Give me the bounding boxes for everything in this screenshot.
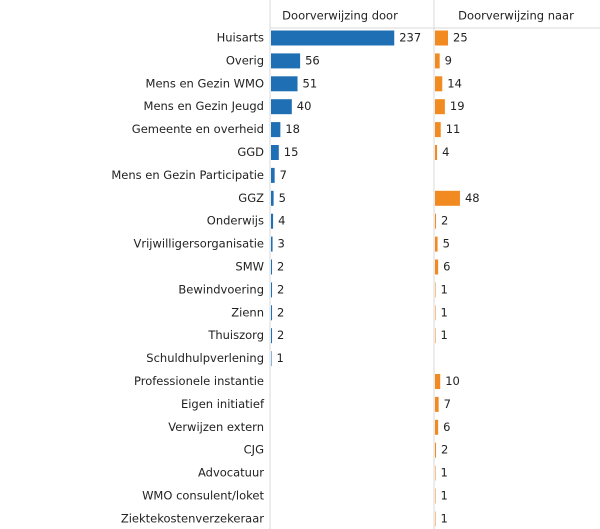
value-label: 237 [399, 31, 421, 45]
value-label: 1 [277, 351, 284, 365]
bar [271, 213, 274, 229]
bar [435, 511, 436, 527]
value-label: 7 [280, 168, 287, 182]
bar [271, 190, 274, 206]
value-label: 40 [297, 99, 312, 113]
category-label: Huisarts [217, 31, 264, 45]
category-label: Mens en Gezin Jeugd [144, 99, 264, 113]
bar [435, 259, 439, 275]
bar [435, 30, 448, 46]
bar [435, 328, 436, 344]
value-label: 6 [443, 260, 450, 274]
value-label: 19 [450, 99, 465, 113]
category-label: Onderwijs [207, 214, 264, 228]
value-label: 15 [284, 145, 299, 159]
value-label: 2 [277, 282, 284, 296]
category-label: WMO consulent/loket [142, 489, 264, 503]
bar [271, 305, 273, 321]
bar [271, 259, 273, 275]
bar [435, 145, 438, 160]
value-label: 6 [443, 420, 450, 434]
category-label: Overig [226, 53, 264, 67]
bar [435, 419, 439, 435]
bar [271, 328, 273, 344]
value-label: 18 [285, 122, 300, 136]
value-label: 25 [453, 31, 468, 45]
bar [435, 53, 440, 69]
value-label: 3 [278, 237, 285, 251]
value-label: 11 [446, 122, 461, 136]
value-label: 2 [277, 305, 284, 319]
category-label: GGD [237, 145, 264, 159]
bar [271, 167, 275, 183]
value-label: 5 [443, 237, 450, 251]
series-header: Doorverwijzing naar [458, 9, 574, 23]
bar [271, 76, 298, 92]
bar [271, 282, 273, 298]
value-label: 56 [305, 53, 320, 67]
bar [271, 122, 281, 138]
bar [435, 488, 436, 504]
category-label: Zienn [231, 305, 264, 319]
category-label: Advocatuur [198, 466, 264, 480]
bar [435, 442, 437, 458]
bar [271, 53, 301, 69]
category-label: Verwijzen extern [168, 420, 264, 434]
value-label: 14 [447, 76, 462, 90]
value-label: 2 [441, 443, 448, 457]
bar [271, 30, 395, 46]
value-label: 4 [442, 145, 449, 159]
value-label: 1 [441, 305, 448, 319]
value-label: 5 [279, 191, 286, 205]
bar [435, 305, 436, 321]
category-label: Mens en Gezin Participatie [111, 168, 264, 182]
category-label: Schuldhulpverlening [146, 351, 264, 365]
bar [435, 190, 460, 206]
bar [271, 351, 272, 367]
value-label: 48 [465, 191, 480, 205]
bar [435, 99, 445, 115]
series-header: Doorverwijzing door [282, 9, 398, 23]
value-label: 2 [277, 260, 284, 274]
category-label: Gemeente en overheid [132, 122, 264, 136]
bar [435, 374, 441, 389]
category-label: CJG [244, 443, 264, 457]
bar [435, 282, 436, 298]
category-label: Vrijwilligersorganisatie [134, 237, 264, 251]
value-label: 1 [441, 466, 448, 480]
value-label: 4 [278, 214, 285, 228]
value-label: 7 [444, 397, 451, 411]
bar [435, 236, 438, 252]
bar [435, 76, 443, 92]
category-label: Ziektekostenverzekeraar [121, 511, 264, 525]
bar [271, 145, 279, 160]
category-label: Professionele instantie [134, 374, 264, 388]
category-label: Eigen initiatief [181, 397, 265, 411]
category-label: SMW [235, 260, 264, 274]
value-label: 51 [303, 76, 318, 90]
value-label: 1 [441, 489, 448, 503]
bar [271, 99, 292, 115]
category-label: GGZ [238, 191, 264, 205]
bar [435, 396, 439, 412]
bar [435, 122, 441, 138]
category-label: Bewindvoering [178, 282, 264, 296]
category-label: Mens en Gezin WMO [146, 76, 264, 90]
bar [435, 465, 436, 481]
value-label: 9 [445, 53, 452, 67]
value-label: 1 [441, 282, 448, 296]
value-label: 1 [441, 511, 448, 525]
bar [435, 213, 437, 229]
value-label: 1 [441, 328, 448, 342]
value-label: 2 [441, 214, 448, 228]
category-label: Thuiszorg [207, 328, 264, 342]
value-label: 2 [277, 328, 284, 342]
bar [271, 236, 273, 252]
value-label: 10 [445, 374, 460, 388]
